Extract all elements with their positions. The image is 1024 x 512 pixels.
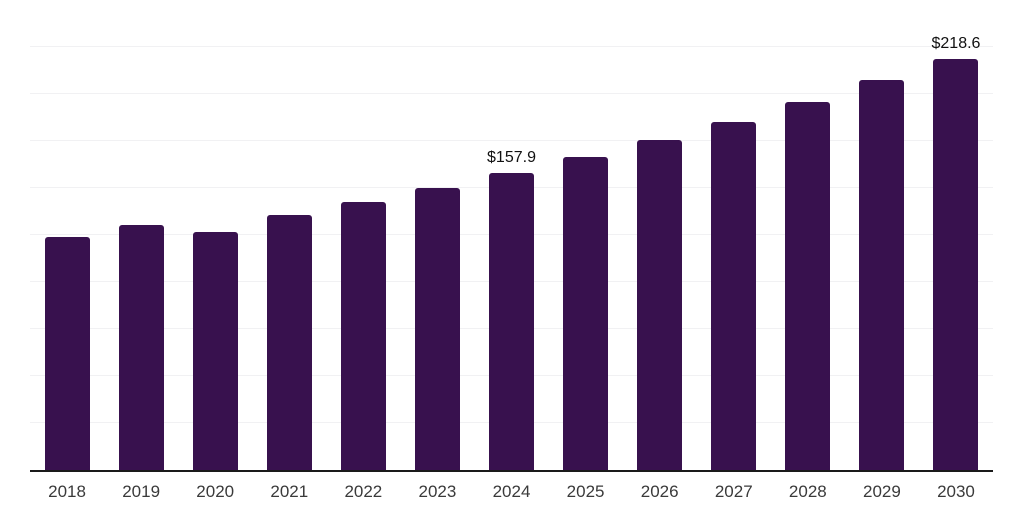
gridline xyxy=(30,46,993,47)
x-tick-label-2028: 2028 xyxy=(788,482,827,501)
bar-2021 xyxy=(266,215,312,470)
bar-slot-2025 xyxy=(549,0,623,470)
bar-slot-2026 xyxy=(623,0,697,470)
x-tick-label-2025: 2025 xyxy=(566,482,605,501)
gridline xyxy=(30,93,993,94)
bar-2025 xyxy=(563,156,609,470)
bar-2030 xyxy=(933,59,979,470)
bar-2022 xyxy=(340,201,386,470)
bar-slot-2030: $218.6 xyxy=(919,0,993,470)
bar-2027 xyxy=(711,121,757,470)
bar-2024 xyxy=(489,173,534,470)
gridline xyxy=(30,140,993,141)
bar-slot-2027 xyxy=(697,0,771,470)
bar-slot-2028 xyxy=(771,0,845,470)
x-axis: 2018 2019 2020 2021 2022 2023 2024 2025 2026 2027… xyxy=(30,472,993,502)
x-tick-label-2024: 2024 xyxy=(492,482,531,501)
bar-slot-2022 xyxy=(326,0,400,470)
x-tick-label-2021: 2021 xyxy=(270,482,309,501)
x-tick-label-2023: 2023 xyxy=(418,482,457,501)
x-tick-label-2027: 2027 xyxy=(714,482,753,501)
bar-slot-2019 xyxy=(104,0,178,470)
bar-slot-2029 xyxy=(845,0,919,470)
plot-area: $157.9 $218.6 xyxy=(30,0,993,472)
x-tick-label-2019: 2019 xyxy=(122,482,161,501)
x-tick-label-2029: 2029 xyxy=(862,482,901,501)
x-tick-label-2026: 2026 xyxy=(640,482,679,501)
x-tick-label-2030: 2030 xyxy=(937,482,975,501)
bar-2028 xyxy=(785,101,831,470)
bar-2026 xyxy=(637,139,683,470)
x-tick-label-2018: 2018 xyxy=(48,482,86,501)
bar-slot-2021 xyxy=(252,0,326,470)
x-tick-label-2022: 2022 xyxy=(344,482,383,501)
bar-2023 xyxy=(414,187,460,470)
bar-slot-2020 xyxy=(178,0,252,470)
bar-slot-2018 xyxy=(30,0,104,470)
bar-slot-2024: $157.9 xyxy=(474,0,548,470)
bar-2019 xyxy=(118,224,164,470)
bar-2018 xyxy=(44,237,90,470)
x-tick-label-2020: 2020 xyxy=(196,482,235,501)
bar-slot-2023 xyxy=(400,0,474,470)
bar-2020 xyxy=(192,231,238,470)
bar-value-label-2030: $218.6 xyxy=(931,35,981,53)
bars-row: $157.9 $218.6 xyxy=(30,0,993,470)
bar-value-label-2024: $157.9 xyxy=(487,149,536,167)
bar-2029 xyxy=(859,80,905,470)
